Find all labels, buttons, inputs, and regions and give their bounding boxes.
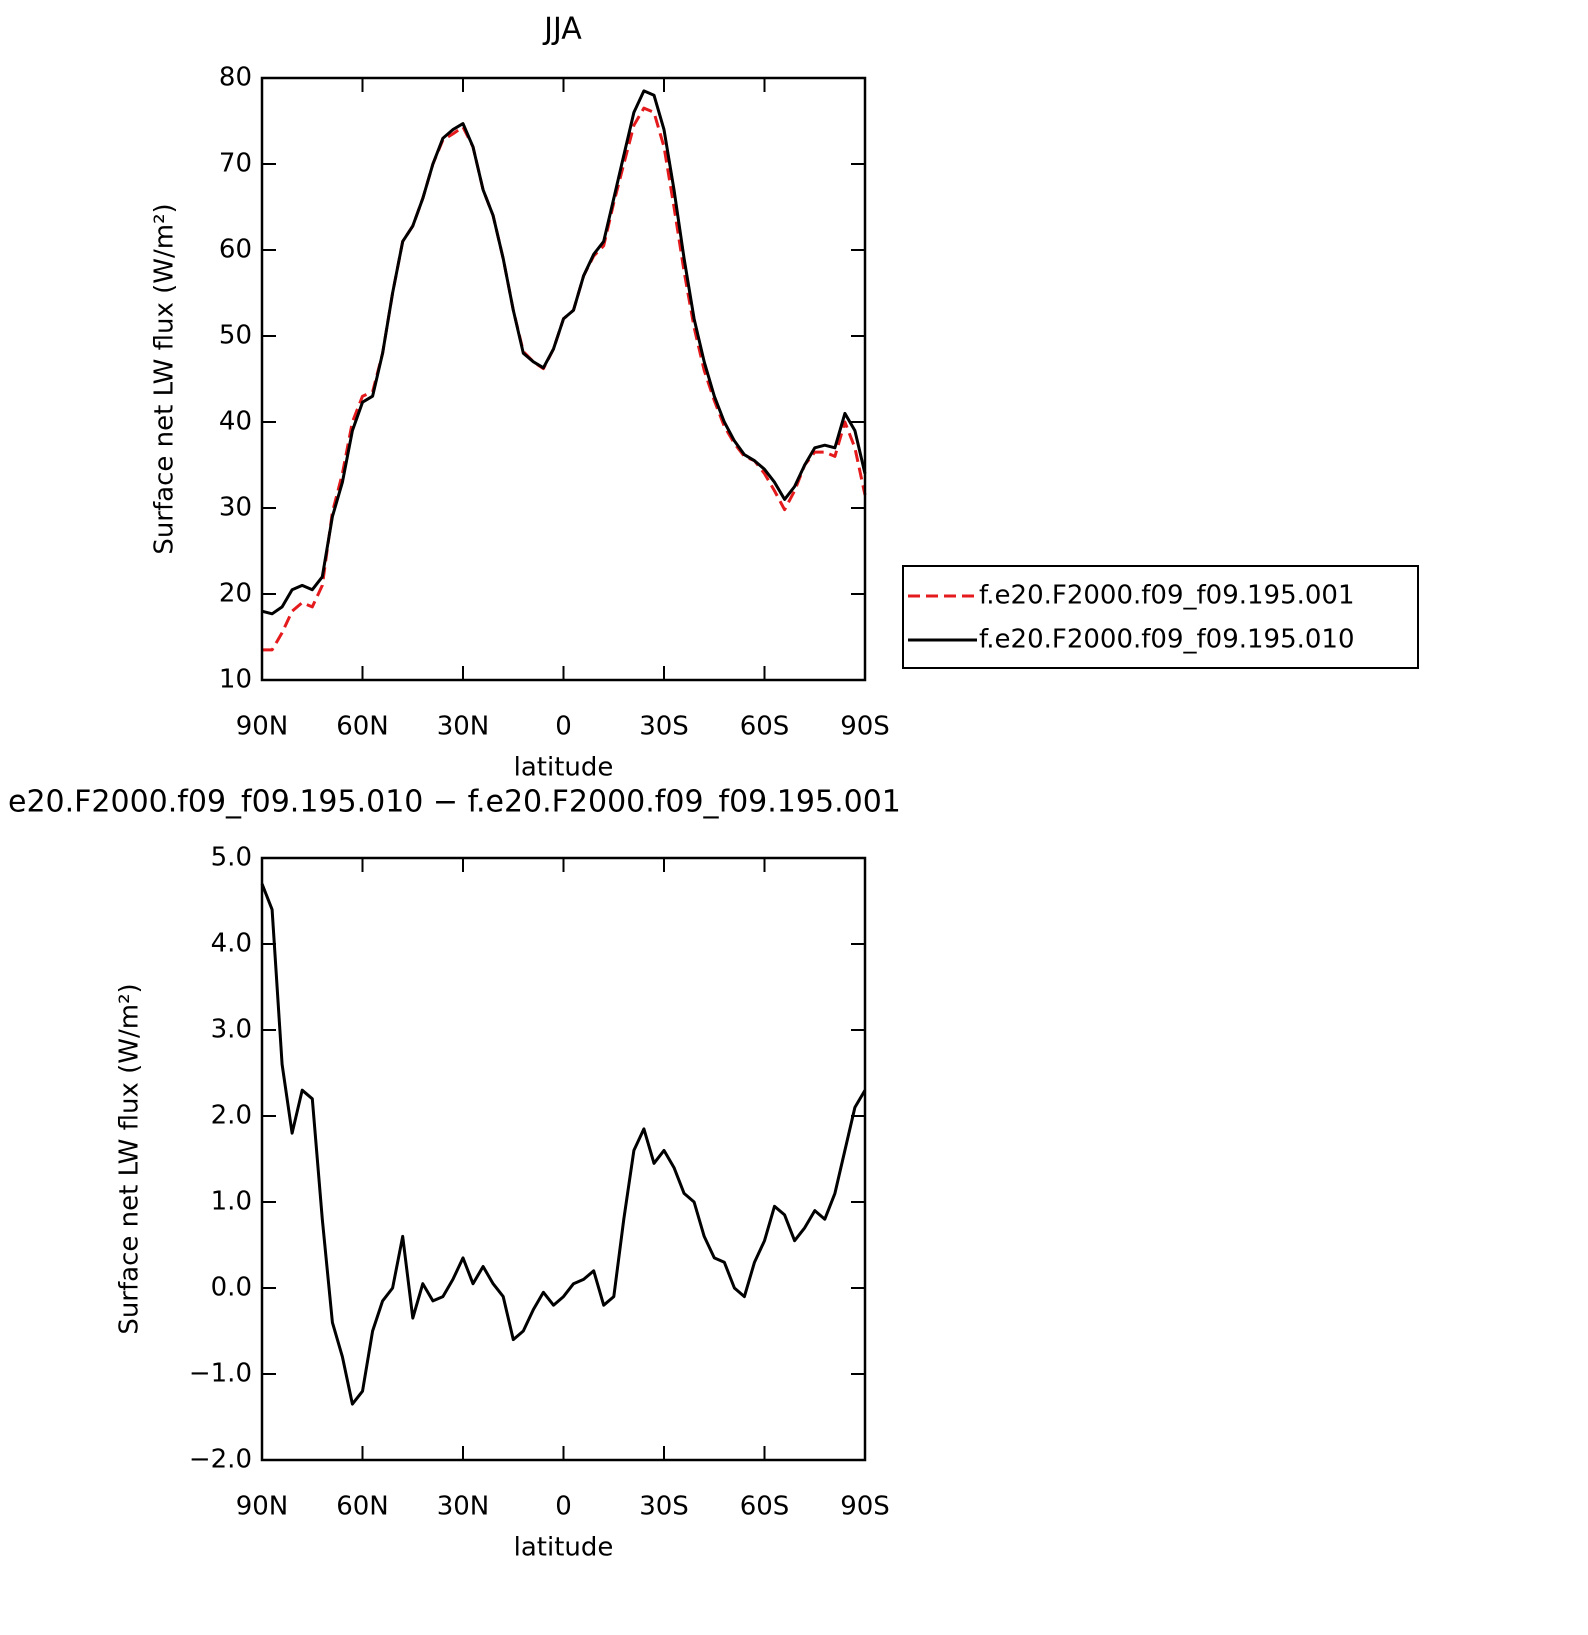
y-tick-label: 0.0 [211, 1273, 252, 1303]
y-tick-label: 80 [219, 63, 252, 93]
y-tick-label: 2.0 [211, 1101, 252, 1131]
y-tick-label: 5.0 [211, 843, 252, 873]
y-tick-label: 20 [219, 579, 252, 609]
data-line [260, 883, 867, 1406]
y-tick-label: 10 [219, 665, 252, 695]
x-tick-label: 30N [437, 1492, 490, 1522]
x-tick-label: 0 [555, 712, 572, 742]
legend-box [902, 565, 1419, 669]
chart-title: JJA [542, 12, 582, 47]
x-axis-label: latitude [514, 753, 614, 783]
y-tick-label: 40 [219, 407, 252, 437]
y-tick-label: −2.0 [189, 1445, 252, 1475]
x-tick-label: 30S [639, 712, 689, 742]
x-tick-label: 90S [840, 712, 890, 742]
y-tick-label: 4.0 [211, 929, 252, 959]
x-tick-label: 60N [336, 1492, 389, 1522]
y-tick-label: 3.0 [211, 1015, 252, 1045]
legend-label: f.e20.F2000.f09_f09.195.001 [979, 581, 1355, 611]
legend-label: f.e20.F2000.f09_f09.195.010 [979, 625, 1355, 655]
x-tick-label: 30N [437, 712, 490, 742]
x-tick-label: 0 [555, 1492, 572, 1522]
y-tick-label: 70 [219, 149, 252, 179]
data-line [262, 106, 867, 652]
chart-title: e20.F2000.f09_f09.195.010 − f.e20.F2000.… [8, 785, 901, 820]
y-axis-label: Surface net LW flux (W/m²) [150, 203, 180, 554]
y-tick-label: −1.0 [189, 1359, 252, 1389]
y-tick-label: 1.0 [211, 1187, 252, 1217]
y-axis-label: Surface net LW flux (W/m²) [115, 983, 145, 1334]
plot-frame [260, 856, 867, 1462]
x-tick-label: 90N [236, 712, 289, 742]
y-tick-label: 30 [219, 493, 252, 523]
x-axis-label: latitude [514, 1533, 614, 1563]
x-tick-label: 60N [336, 712, 389, 742]
x-tick-label: 90N [236, 1492, 289, 1522]
y-tick-label: 60 [219, 235, 252, 265]
data-line [261, 89, 867, 616]
y-tick-label: 50 [219, 321, 252, 351]
plot-frame [260, 76, 867, 682]
x-tick-label: 90S [840, 1492, 890, 1522]
x-tick-label: 60S [740, 712, 790, 742]
x-tick-label: 30S [639, 1492, 689, 1522]
x-tick-label: 60S [740, 1492, 790, 1522]
